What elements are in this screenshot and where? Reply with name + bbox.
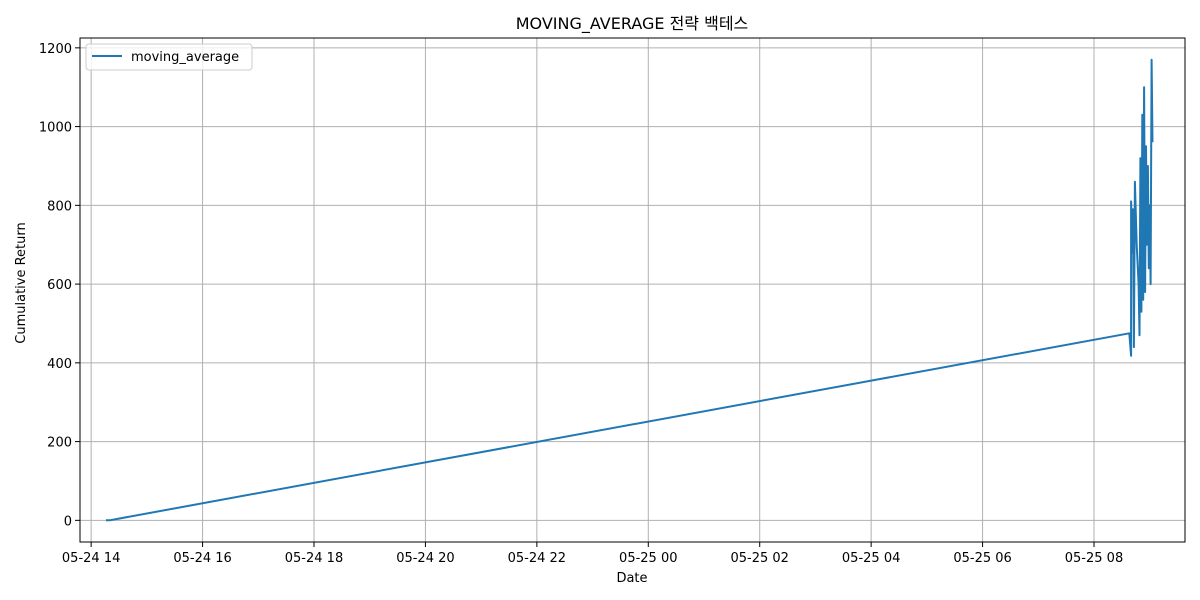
chart-title: MOVING_AVERAGE 전략 백테스 <box>516 14 749 34</box>
x-tick-label: 05-24 14 <box>62 551 120 566</box>
legend: moving_average <box>85 43 253 71</box>
y-axis-label: Cumulative Return <box>14 222 29 343</box>
y-tick-label: 800 <box>47 199 72 214</box>
grid-lines <box>80 38 1185 542</box>
y-tick-label: 400 <box>47 357 72 372</box>
y-tick-label: 1000 <box>39 121 72 136</box>
y-tick-label: 1200 <box>39 42 72 57</box>
legend-label: moving_average <box>131 50 239 65</box>
plot-area-frame <box>79 37 1186 543</box>
x-axis-label: Date <box>616 571 647 586</box>
x-tick-label: 05-25 08 <box>1065 551 1123 566</box>
series-layer <box>106 58 1154 522</box>
x-tick-label: 05-25 04 <box>842 551 900 566</box>
y-tick-label: 0 <box>64 514 72 529</box>
legend-box <box>85 43 253 71</box>
x-tick-label: 05-25 06 <box>953 551 1011 566</box>
x-axis: 05-24 14 05-24 16 05-24 18 05-24 20 05-24 22… <box>62 542 1123 566</box>
x-tick-label: 05-25 00 <box>619 551 677 566</box>
y-tick-label: 600 <box>47 278 72 293</box>
x-tick-label: 05-25 02 <box>730 551 788 566</box>
x-tick-label: 05-24 18 <box>285 551 343 566</box>
y-tick-label: 200 <box>47 436 72 451</box>
x-tick-label: 05-24 16 <box>173 551 231 566</box>
series-line-moving_average <box>106 58 1154 522</box>
y-axis: 0 200 400 600 800 1000 1200 <box>39 42 80 529</box>
x-tick-label: 05-24 22 <box>508 551 566 566</box>
x-tick-label: 05-24 20 <box>396 551 454 566</box>
